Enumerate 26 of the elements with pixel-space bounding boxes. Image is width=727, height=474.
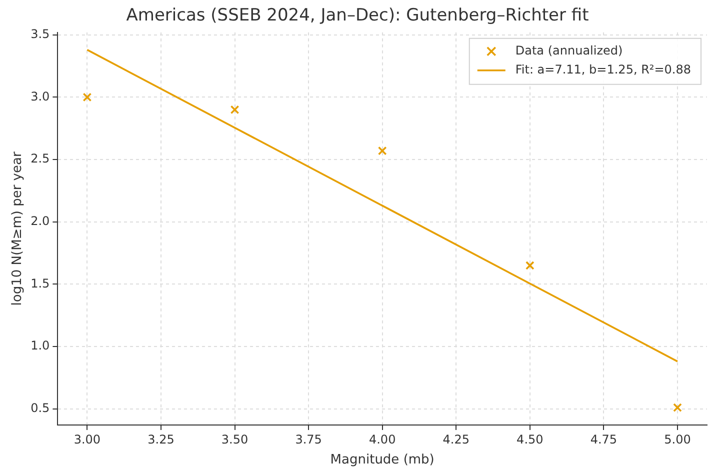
x-tick-label: 4.50 xyxy=(516,432,544,446)
x-tick-label: 3.25 xyxy=(148,432,174,446)
point xyxy=(378,146,387,156)
point xyxy=(230,105,240,114)
x-tick-label: 5.00 xyxy=(664,432,691,446)
point xyxy=(525,261,534,270)
y-tick-label: 0.5 xyxy=(30,400,50,415)
point xyxy=(673,403,682,412)
x-tick-label: 4.25 xyxy=(442,432,470,446)
y-tick-label: 3.5 xyxy=(30,27,50,42)
y-tick-label: 2.0 xyxy=(30,214,50,228)
y-tick-label: 1.5 xyxy=(30,276,50,290)
point xyxy=(82,92,92,102)
x-axis-title: Magnitude (mb) xyxy=(330,452,434,468)
x-tick-label: 4.00 xyxy=(368,432,396,446)
x-tick-label: 3.75 xyxy=(295,432,322,446)
x-tick-label: 3.00 xyxy=(74,432,101,446)
x-tick-label: 3.50 xyxy=(221,432,248,446)
x-tick-label: 4.75 xyxy=(590,432,618,446)
chart-title: Americas (SSEB 2024, Jan–Dec): Gutenberg–Richter fit xyxy=(126,6,590,26)
y-axis-title: log10 N(M≥m) per year xyxy=(10,151,26,306)
legend-label: Data (annualized) xyxy=(515,44,623,58)
y-tick-label: 2.5 xyxy=(30,152,50,166)
y-tick-label: 3.0 xyxy=(30,89,50,104)
legend-label: Fit: a=7.11, b=1.25, R²=0.88 xyxy=(515,62,691,77)
y-tick-label: 1.0 xyxy=(30,338,50,353)
